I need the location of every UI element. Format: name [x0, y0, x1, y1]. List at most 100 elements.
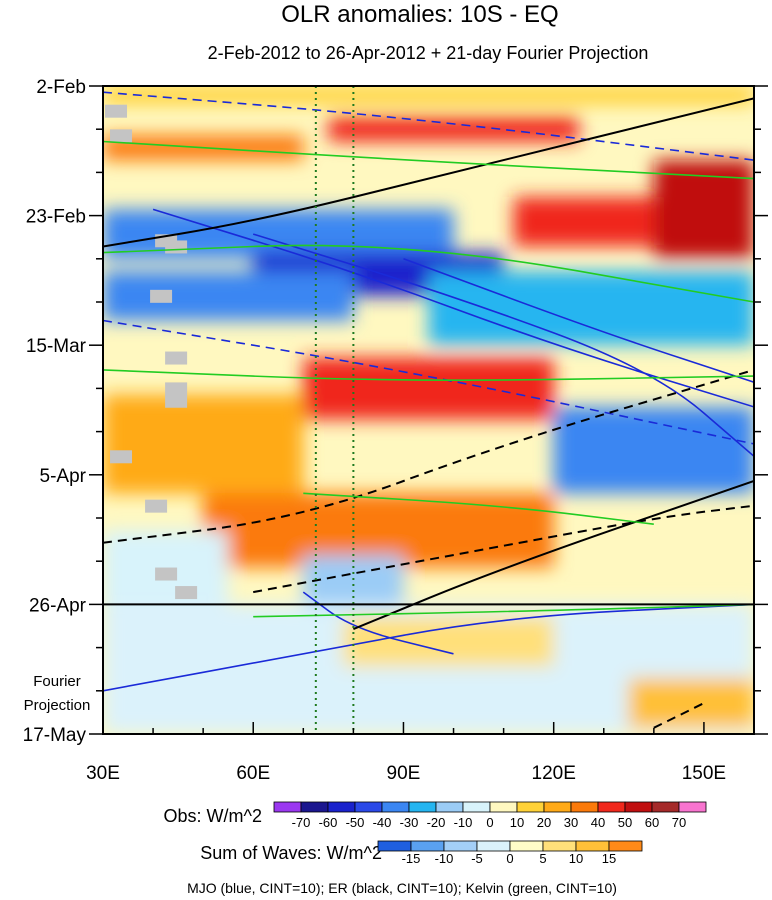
y-tick-label: 23-Feb	[26, 207, 86, 228]
anomaly-patch	[303, 357, 554, 420]
x-axis: 30E 60E 90E 120E 150E	[86, 722, 755, 784]
anomaly-patch	[428, 271, 754, 346]
y-tick-label: 26-Apr	[29, 595, 87, 616]
obs-colorbar-label: 60	[645, 815, 659, 830]
obs-colorbar-cell	[408, 801, 437, 813]
waves-legend-label: Sum of Waves: W/m^2	[200, 843, 382, 863]
waves-colorbar-label: 5	[539, 851, 546, 866]
reference-lines	[314, 86, 355, 734]
mjo-contour	[403, 258, 754, 383]
obs-colorbar-cell	[273, 801, 302, 813]
obs-colorbar-cell	[300, 801, 329, 813]
footer-note: MJO (blue, CINT=10); ER (black, CINT=10)…	[187, 880, 617, 896]
waves-colorbar-label: -10	[435, 851, 454, 866]
anomaly-patch	[103, 394, 304, 494]
waves-colorbar-label: 0	[506, 851, 513, 866]
missing-cell	[145, 499, 168, 513]
x-tick-label: 150E	[682, 763, 726, 784]
anomaly-patch	[328, 116, 579, 142]
anomaly-patch	[343, 616, 554, 667]
er-contour	[103, 97, 754, 248]
kelvin-contour	[253, 603, 754, 618]
obs-legend-label: Obs: W/m^2	[164, 806, 262, 826]
chart-subtitle: 2-Feb-2012 to 26-Apr-2012 + 21-day Fouri…	[208, 43, 649, 63]
obs-colorbar-label: -60	[319, 815, 338, 830]
obs-colorbar-cell	[624, 801, 653, 813]
x-tick-label: 30E	[86, 763, 120, 784]
mjo-contour	[152, 208, 754, 408]
kelvin-contour	[103, 140, 754, 180]
y-tick-label: 15-Mar	[26, 336, 87, 357]
obs-colorbar-label: -70	[292, 815, 311, 830]
missing-cell	[165, 240, 188, 254]
anomaly-patch	[553, 406, 754, 494]
kelvin-contour	[103, 244, 754, 303]
missing-data-cells	[105, 104, 198, 600]
mjo-contour	[103, 603, 754, 692]
kelvin-contour	[103, 369, 754, 381]
waves-colorbar: -15 -10 -5 0 5 10 15	[377, 840, 643, 866]
mjo-contour	[103, 319, 754, 445]
wave-contours	[103, 91, 754, 729]
obs-colorbar-label: -10	[454, 815, 473, 830]
anomaly-patch	[103, 86, 754, 105]
obs-colorbar-cell	[354, 801, 383, 813]
obs-colorbar-label: -20	[427, 815, 446, 830]
obs-colorbar-label: 20	[537, 815, 551, 830]
waves-colorbar-label: -5	[471, 851, 483, 866]
obs-colorbar-cell	[435, 801, 464, 813]
obs-colorbar-label: -40	[373, 815, 392, 830]
obs-colorbar-label: 0	[486, 815, 493, 830]
y-tick-label: 5-Apr	[40, 466, 87, 487]
anomaly-patch	[103, 271, 354, 321]
missing-cell	[110, 450, 133, 464]
obs-colorbar-cell	[570, 801, 599, 813]
obs-colorbar-cell	[516, 801, 545, 813]
missing-cell	[165, 382, 188, 396]
waves-colorbar-cell	[476, 840, 511, 852]
waves-colorbar-cell	[608, 840, 643, 852]
waves-colorbar-cell	[377, 840, 412, 852]
projection-label-line2: Projection	[24, 697, 91, 714]
y-tick-label: 2-Feb	[36, 77, 86, 98]
missing-cell	[155, 567, 178, 581]
obs-colorbar-cell	[678, 801, 707, 813]
plot-frame	[102, 85, 755, 735]
missing-cell	[165, 394, 188, 408]
waves-colorbar-cell	[443, 840, 478, 852]
obs-colorbar-cell	[489, 801, 518, 813]
y-tick-label: 17-May	[23, 725, 87, 746]
x-tick-label: 60E	[236, 763, 270, 784]
anomaly-patch	[103, 530, 229, 605]
obs-colorbar-label: 30	[564, 815, 578, 830]
er-contour	[103, 368, 754, 544]
obs-colorbar-cell	[543, 801, 572, 813]
x-tick-label: 90E	[387, 763, 421, 784]
waves-colorbar-cell	[542, 840, 577, 852]
obs-colorbar-label: 40	[591, 815, 605, 830]
obs-colorbar: -70 -60 -50 -40 -30 -20 -10 0 10 20 30 40 50 60 70	[273, 801, 707, 830]
missing-cell	[105, 104, 128, 118]
obs-colorbar-cell	[462, 801, 491, 813]
obs-colorbar-label: 50	[618, 815, 632, 830]
mjo-contour	[302, 591, 454, 655]
obs-colorbar-cell	[327, 801, 356, 813]
waves-colorbar-label: 10	[569, 851, 583, 866]
obs-colorbar-label: -30	[400, 815, 419, 830]
obs-colorbar-label: -50	[346, 815, 365, 830]
obs-colorbar-label: 10	[510, 815, 524, 830]
anomaly-patch	[628, 678, 754, 728]
projection-label-line1: Fourier	[33, 673, 81, 690]
waves-colorbar-cell	[575, 840, 610, 852]
waves-colorbar-label: -15	[402, 851, 421, 866]
er-contour	[253, 504, 754, 594]
missing-cell	[150, 289, 173, 303]
waves-colorbar-label: 15	[602, 851, 616, 866]
waves-colorbar-cell	[410, 840, 445, 852]
waves-colorbar-cell	[509, 840, 544, 852]
er-contour	[653, 702, 705, 729]
obs-colorbar-cell	[597, 801, 626, 813]
missing-cell	[175, 586, 198, 600]
er-contour	[353, 480, 754, 631]
